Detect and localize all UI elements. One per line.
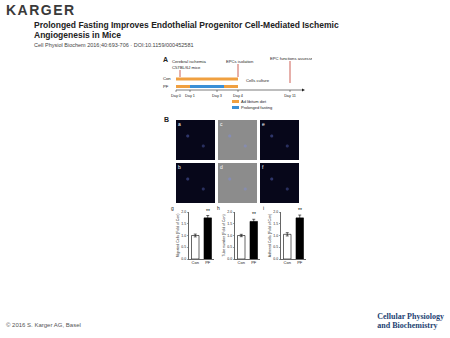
html-text:B: B <box>164 116 170 123</box>
svg-text:g: g <box>171 206 174 211</box>
svg-text:h: h <box>217 206 220 211</box>
svg-text:2.0: 2.0 <box>181 210 186 214</box>
svg-text:1.5: 1.5 <box>181 222 186 226</box>
html-text:b: b <box>178 164 181 170</box>
svg-text:Cerebral ischemia: Cerebral ischemia <box>172 59 206 64</box>
svg-text:2.0: 2.0 <box>227 210 232 214</box>
svg-text:Ad libitum diet: Ad libitum diet <box>241 99 267 104</box>
svg-text:1.0: 1.0 <box>273 234 278 238</box>
svg-text:PF: PF <box>297 260 303 265</box>
svg-text:Cells culture: Cells culture <box>246 78 270 83</box>
svg-text:0.0: 0.0 <box>181 257 186 261</box>
svg-text:1.0: 1.0 <box>227 234 232 238</box>
html-text:e: e <box>262 121 265 127</box>
svg-text:**: ** <box>206 208 210 214</box>
svg-text:PF: PF <box>205 260 211 265</box>
svg-text:0.5: 0.5 <box>227 245 232 249</box>
svg-text:Adhered Cells (Fold of Con): Adhered Cells (Fold of Con) <box>268 214 272 257</box>
svg-text:Day 1: Day 1 <box>185 94 195 98</box>
svg-text:EPCs isolation: EPCs isolation <box>226 59 254 64</box>
svg-text:Day 4: Day 4 <box>233 94 243 98</box>
svg-text:0.5: 0.5 <box>181 245 186 249</box>
svg-text:**: ** <box>252 211 256 217</box>
html-text:KARGER: KARGER <box>6 2 76 18</box>
svg-text:Prolonged fasting: Prolonged fasting <box>241 105 272 110</box>
svg-text:0.0: 0.0 <box>227 257 232 261</box>
svg-text:PF: PF <box>163 84 169 89</box>
svg-text:Con: Con <box>238 260 245 265</box>
svg-text:0.0: 0.0 <box>273 257 278 261</box>
html-text:© 2016 S. Karger AG, Basel: © 2016 S. Karger AG, Basel <box>6 322 81 328</box>
svg-text:**: ** <box>298 207 302 213</box>
html-text:Prolonged Fasting Improves End: Prolonged Fasting Improves Endothelial P… <box>34 20 339 40</box>
svg-text:1.5: 1.5 <box>227 222 232 226</box>
html-text:Cell Physiol Biochem 2016;40:6: Cell Physiol Biochem 2016;40:693-706 · D… <box>34 42 194 48</box>
svg-text:Migrated Cells (Fold of Con): Migrated Cells (Fold of Con) <box>176 214 180 258</box>
svg-text:C57BL/6J mice: C57BL/6J mice <box>172 65 201 70</box>
svg-text:Day 0: Day 0 <box>171 94 181 98</box>
svg-text:A: A <box>163 56 168 63</box>
html-text:c: c <box>220 121 223 127</box>
svg-text:Tube number (Fold of Con): Tube number (Fold of Con) <box>222 214 226 256</box>
html-text:d: d <box>220 164 223 170</box>
svg-text:EPC functions assessment: EPC functions assessment <box>270 56 312 61</box>
svg-text:0.5: 0.5 <box>273 245 278 249</box>
svg-text:i: i <box>263 206 264 211</box>
html-text:and Biochemistry: and Biochemistry <box>377 321 438 330</box>
svg-text:PF: PF <box>251 260 257 265</box>
svg-text:1.5: 1.5 <box>273 222 278 226</box>
svg-text:Day 11: Day 11 <box>284 94 296 98</box>
html-text:Cellular Physiology: Cellular Physiology <box>377 312 444 321</box>
svg-text:Con: Con <box>192 260 199 265</box>
html-text:f: f <box>262 164 264 170</box>
svg-text:2.0: 2.0 <box>273 210 278 214</box>
svg-text:1.0: 1.0 <box>181 234 186 238</box>
svg-text:Con: Con <box>163 76 171 81</box>
html-text:a: a <box>178 121 181 127</box>
svg-text:Day 3: Day 3 <box>212 94 222 98</box>
svg-text:Con: Con <box>284 260 291 265</box>
